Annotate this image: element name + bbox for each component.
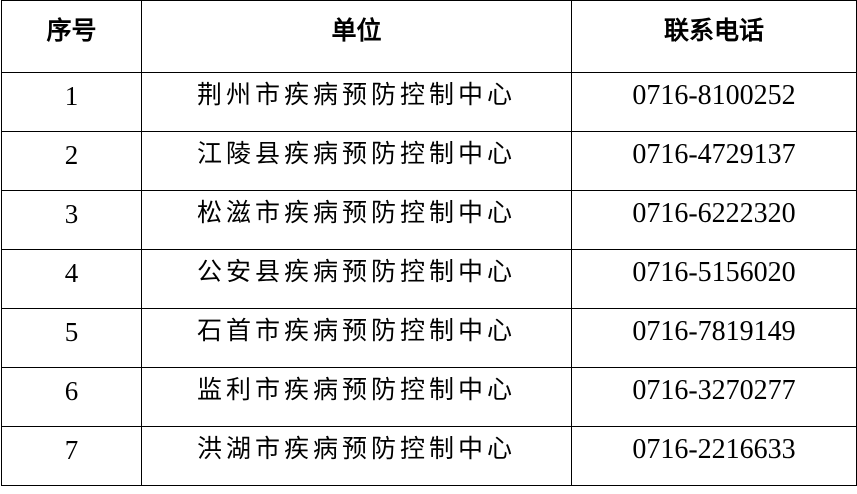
table-row: 2 江陵县疾病预防控制中心 0716-4729137 (1, 131, 857, 191)
header-number: 序号 (1, 0, 142, 73)
table-row: 6 监利市疾病预防控制中心 0716-3270277 (1, 367, 857, 427)
row-number: 1 (1, 72, 142, 132)
header-phone: 联系电话 (571, 0, 857, 73)
row-number: 3 (1, 190, 142, 250)
row-number: 5 (1, 308, 142, 368)
row-unit: 江陵县疾病预防控制中心 (141, 131, 572, 191)
row-unit: 公安县疾病预防控制中心 (141, 249, 572, 309)
row-unit: 洪湖市疾病预防控制中心 (141, 426, 572, 486)
row-phone: 0716-2216633 (571, 426, 857, 486)
row-phone: 0716-5156020 (571, 249, 857, 309)
table-row: 7 洪湖市疾病预防控制中心 0716-2216633 (1, 426, 857, 486)
row-unit: 监利市疾病预防控制中心 (141, 367, 572, 427)
row-phone: 0716-3270277 (571, 367, 857, 427)
row-number: 6 (1, 367, 142, 427)
row-number: 7 (1, 426, 142, 486)
header-unit: 单位 (141, 0, 572, 73)
table-row: 5 石首市疾病预防控制中心 0716-7819149 (1, 308, 857, 368)
table-row: 3 松滋市疾病预防控制中心 0716-6222320 (1, 190, 857, 250)
row-unit: 荆州市疾病预防控制中心 (141, 72, 572, 132)
row-number: 2 (1, 131, 142, 191)
row-phone: 0716-7819149 (571, 308, 857, 368)
table-row: 1 荆州市疾病预防控制中心 0716-8100252 (1, 72, 857, 132)
row-phone: 0716-8100252 (571, 72, 857, 132)
row-unit: 松滋市疾病预防控制中心 (141, 190, 572, 250)
row-unit: 石首市疾病预防控制中心 (141, 308, 572, 368)
table-row: 4 公安县疾病预防控制中心 0716-5156020 (1, 249, 857, 309)
row-phone: 0716-4729137 (571, 131, 857, 191)
row-number: 4 (1, 249, 142, 309)
header-row: 序号 单位 联系电话 (1, 0, 857, 73)
row-phone: 0716-6222320 (571, 190, 857, 250)
